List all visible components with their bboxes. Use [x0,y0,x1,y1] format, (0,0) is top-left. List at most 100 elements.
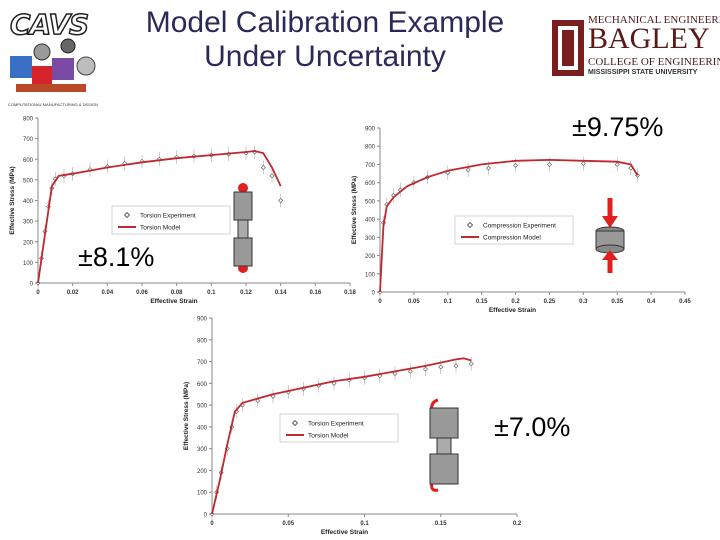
x-tick-label: 0.3 [579,299,588,305]
cavs-logo: CAVS COMPUTATIONAL MANUFACTURING & DESIG… [6,6,106,107]
cavs-logo-sub: COMPUTATIONAL MANUFACTURING & DESIGN [8,102,98,107]
y-tick-label: 700 [365,163,376,169]
model-curve [37,150,282,284]
legend-box [279,413,399,443]
y-tick-label: 900 [197,317,208,323]
experiment-point [260,165,266,170]
x-tick-label: 0 [210,521,214,527]
legend-entry: Torsion Model [140,225,181,232]
x-tick-label: 0.05 [408,299,420,305]
experiment-point [485,165,491,171]
title-line-1: Model Calibration Example [145,6,505,39]
bagley-line-3: COLLEGE OF ENGINEERING [588,56,720,68]
legend-box [454,215,574,245]
bagley-line-2: BAGLEY [588,22,710,55]
y-tick-label: 700 [197,360,208,366]
uncertainty-label-2: ±9.75% [572,112,664,143]
x-tick-label: 0.04 [101,290,113,296]
bagley-logo: MECHANICAL ENGINEERING BAGLEY COLLEGE OF… [550,14,720,84]
y-tick-label: 0 [30,282,34,288]
y-tick-label: 700 [23,137,34,143]
y-tick-label: 800 [23,117,34,123]
y-tick-label: 500 [365,199,376,205]
y-tick-label: 0 [372,291,376,297]
experiment-point [331,380,337,386]
bagley-logo-emblem [552,20,584,76]
y-tick-label: 600 [23,158,34,164]
legend-swatch-experiment [291,419,299,427]
x-tick-label: 0.16 [309,290,321,296]
y-tick-label: 300 [197,447,208,453]
experiment-point [465,167,471,173]
experiment-point [438,364,444,370]
x-tick-label: 0 [378,299,382,305]
y-tick-label: 300 [23,220,34,226]
legend-swatch-experiment [466,221,474,229]
x-tick-label: 0.35 [611,299,623,305]
cavs-logo-graphic [10,38,96,92]
legend-entry: Torsion Experiment [308,421,364,428]
experiment-point [614,161,620,167]
experiment-point [513,162,519,168]
experiment-point [269,173,275,179]
y-tick-label: 200 [197,469,208,475]
y-tick-label: 100 [197,491,208,497]
experiment-point [278,198,284,203]
y-tick-label: 800 [197,338,208,344]
title-line-2: Under Uncertainty [204,40,446,73]
experiment-point [580,161,586,167]
legend-entry: Torsion Experiment [140,213,196,220]
y-axis-label: Effective Stress (MPa) [9,166,16,234]
x-axis-label: Effective Strain [150,298,197,305]
y-tick-label: 500 [197,404,208,410]
x-tick-label: 0.2 [511,299,520,305]
legend-entry: Compression Experiment [483,223,556,230]
y-tick-label: 100 [365,272,376,278]
y-tick-label: 100 [23,261,34,267]
x-tick-label: 0.25 [544,299,556,305]
x-tick-label: 0.12 [240,290,252,296]
compression-chart: 0 100 200 300 400 500 600 700 800 900 0 0.05 0.1 0.15… [351,127,691,315]
x-tick-label: 0.02 [67,290,79,296]
experiment-point [468,361,474,367]
x-tick-label: 0.1 [207,290,216,296]
experiment-point [546,161,552,167]
y-tick-label: 500 [23,178,34,184]
x-tick-label: 0.18 [344,290,356,296]
y-tick-label: 400 [365,218,376,224]
x-tick-label: 0.08 [171,290,183,296]
y-axis-label: Effective Stress (MPa) [183,382,190,450]
legend-entry: Compression Model [483,235,541,242]
bagley-line-4: MISSISSIPPI STATE UNIVERSITY [588,69,698,76]
experiment-point [392,371,398,377]
legend-swatch-experiment [123,211,131,219]
y-tick-label: 300 [365,236,376,242]
model-curve [379,158,639,293]
experiment-point [453,363,459,369]
x-tick-label: 0.2 [513,521,522,527]
legend-entry: Torsion Model [308,433,349,440]
y-tick-label: 400 [197,425,208,431]
legend-box [111,205,231,235]
x-tick-label: 0.14 [275,290,287,296]
x-tick-label: 0 [36,290,40,296]
x-tick-label: 0.45 [679,299,691,305]
compression-specimen-icon [595,198,625,273]
x-tick-label: 0.1 [360,521,369,527]
uncertainty-label-1: ±8.1% [78,242,155,273]
uncertainty-label-3: ±7.0% [494,412,571,443]
x-tick-label: 0.15 [435,521,447,527]
slide-title: Model Calibration Example Under Uncertai… [100,6,550,74]
y-tick-label: 200 [365,254,376,260]
x-tick-label: 0.1 [444,299,453,305]
bagley-line-1: MECHANICAL ENGINEERING [588,14,720,26]
experiment-point [423,366,428,372]
model-curve [211,357,472,515]
y-axis-label: Effective Stress (MPa) [351,176,358,244]
y-tick-label: 900 [365,127,376,133]
torsion-specimen-icon-2 [429,398,459,492]
torsion-chart-top: 0 100 200 300 400 500 600 700 800 0 0.02 0.04 0.06 0.… [9,117,356,306]
y-tick-label: 800 [365,145,376,151]
y-tick-label: 200 [23,240,34,246]
y-tick-label: 0 [204,513,208,519]
